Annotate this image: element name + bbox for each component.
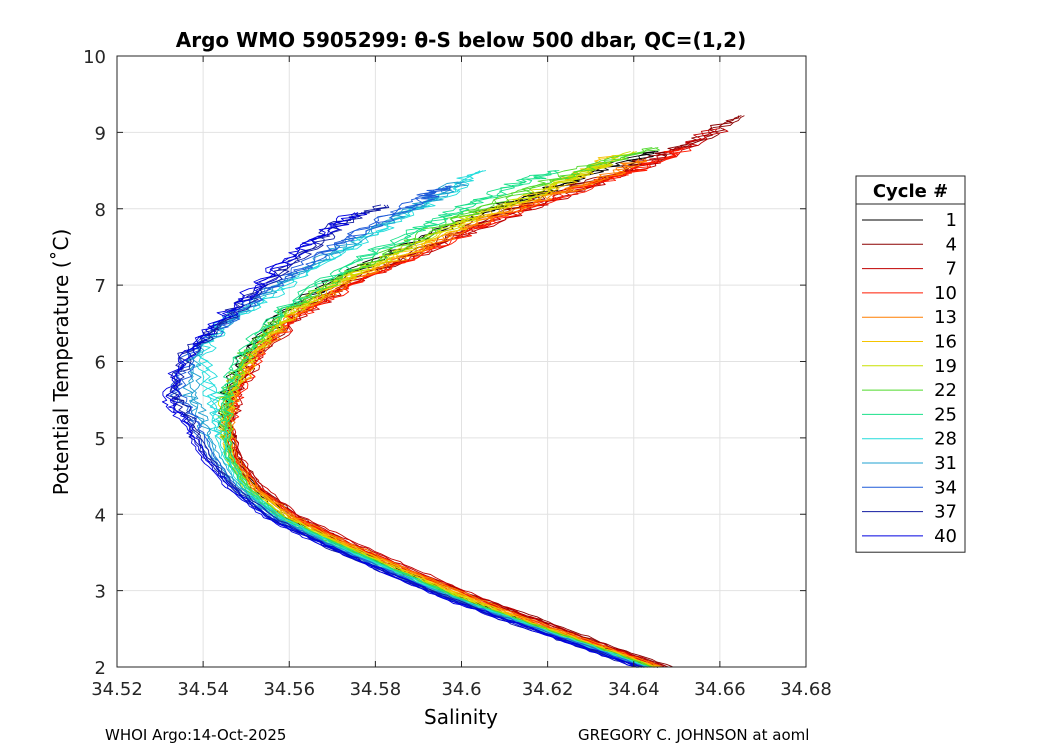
legend-label: 37 [934,502,957,523]
chart-title: Argo WMO 5905299: θ-S below 500 dbar, QC… [176,28,746,52]
x-tick-label: 34.62 [522,679,574,700]
legend-label: 1 [946,210,957,231]
legend-title: Cycle # [873,181,948,202]
series-line-cycle-34 [175,185,645,668]
legend-label: 31 [934,453,957,474]
y-tick-label: 8 [95,200,106,221]
x-tick-label: 34.52 [91,679,143,700]
legend-label: 7 [946,259,957,280]
legend-label: 28 [934,429,957,450]
y-tick-label: 6 [95,353,106,374]
y-tick-label: 3 [95,582,106,603]
legend-label: 34 [934,477,957,498]
y-tick-label: 2 [95,658,106,679]
legend-label: 4 [946,234,957,255]
y-tick-label: 10 [83,47,106,68]
x-tick-label: 34.66 [694,679,746,700]
y-tick-label: 9 [95,123,106,144]
x-tick-label: 34.64 [608,679,660,700]
x-tick-label: 34.58 [350,679,402,700]
x-tick-label: 34.68 [780,679,832,700]
x-tick-label: 34.6 [441,679,481,700]
series-line-cycle-28 [199,170,651,668]
x-axis-label: Salinity [424,705,498,729]
legend-label: 19 [934,356,957,377]
legend-box [855,175,966,553]
legend-label: 22 [934,380,957,401]
footer-right-text: GREGORY C. JOHNSON at aoml [578,726,810,744]
y-axis-label: Potential Temperature (˚C) [49,229,73,496]
legend-label: 10 [934,283,957,304]
legend-label: 13 [934,307,957,328]
legend-label: 40 [934,526,957,547]
series-line-cycle-40 [161,212,637,668]
series-line-cycle-40 [169,212,641,668]
x-tick-label: 34.54 [177,679,229,700]
series-line-cycle-37 [173,204,643,667]
y-tick-label: 5 [95,429,106,450]
y-tick-label: 4 [95,505,106,526]
legend: Cycle # 1 4 7 10 13 16 19 22 25 28 31 34 37 40 [855,175,966,553]
series-line-cycle-40 [165,212,638,668]
y-tick-label: 7 [95,276,106,297]
series-line-cycle-13 [228,158,662,667]
x-tick-label: 34.56 [263,679,315,700]
footer-left-text: WHOI Argo:14-Oct-2025 [105,726,287,744]
series-line-cycle-31 [189,181,647,667]
legend-label: 25 [934,404,957,425]
legend-label: 16 [934,332,957,353]
